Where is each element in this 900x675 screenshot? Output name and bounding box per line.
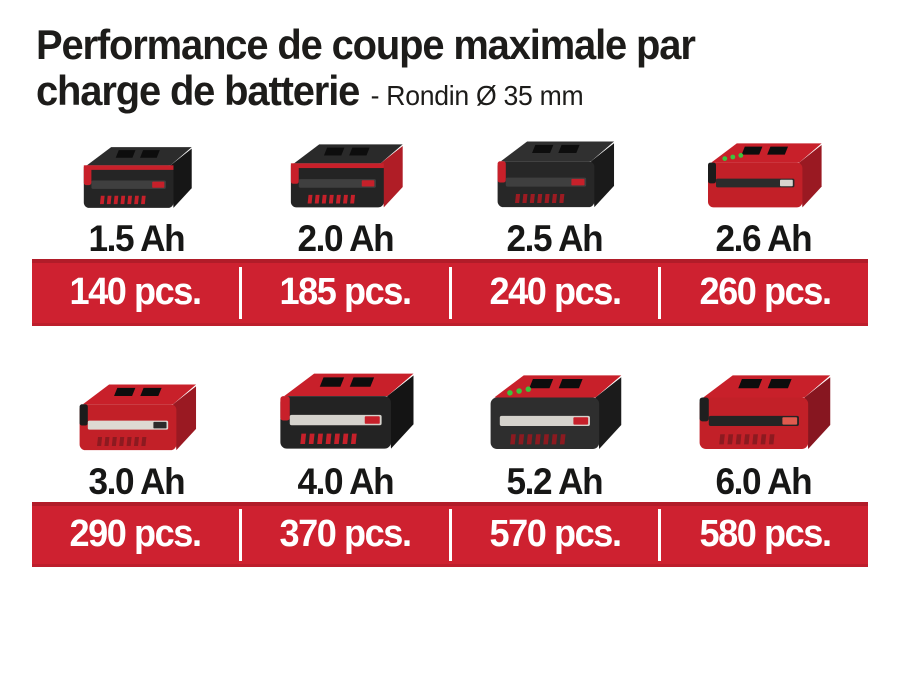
battery-icon xyxy=(690,368,838,460)
result-value: 570 pcs. xyxy=(489,513,622,555)
result-value: 290 pcs. xyxy=(69,513,203,555)
battery-image-wrap xyxy=(489,133,621,217)
battery-image-wrap xyxy=(481,366,629,460)
battery-capacity-label: 3.0 Ah xyxy=(88,461,186,502)
battery-image-wrap xyxy=(690,366,838,460)
result-value: 370 pcs. xyxy=(279,513,413,555)
battery-icon xyxy=(283,138,409,217)
page-subtitle: - Rondin Ø 35 mm xyxy=(370,80,584,111)
battery-icon xyxy=(271,366,421,460)
battery-cell-2-5ah: 2.5 Ah xyxy=(450,133,659,259)
result-cell: 260 pcs. xyxy=(661,271,868,314)
battery-image-wrap xyxy=(71,366,203,460)
battery-cell-6-0ah: 6.0 Ah xyxy=(659,366,868,502)
page-title-line2-text: charge de batterie xyxy=(36,67,360,114)
result-cell: 185 pcs. xyxy=(242,271,449,314)
results-band-2: 290 pcs. 370 pcs. 570 pcs. 580 pcs. xyxy=(32,502,868,567)
battery-capacity-label: 1.5 Ah xyxy=(88,218,186,259)
battery-icon xyxy=(700,137,828,217)
battery-capacity-label: 2.6 Ah xyxy=(715,218,813,259)
band-divider xyxy=(238,266,242,319)
battery-image-wrap xyxy=(76,133,198,217)
battery-row-2: 3.0 Ah 4.0 Ah 5.2 Ah 6.0 Ah xyxy=(32,366,868,502)
battery-capacity-label: 4.0 Ah xyxy=(297,461,395,502)
band-divider xyxy=(238,508,242,561)
result-cell: 290 pcs. xyxy=(32,513,239,556)
results-band-1: 140 pcs. 185 pcs. 240 pcs. 260 pcs. xyxy=(32,259,868,326)
battery-image-wrap xyxy=(283,133,409,217)
battery-cell-4-0ah: 4.0 Ah xyxy=(241,366,450,502)
battery-icon xyxy=(76,141,198,217)
battery-row-1: 1.5 Ah 2.0 Ah 2.5 Ah 2.6 Ah xyxy=(32,133,868,259)
result-cell: 140 pcs. xyxy=(32,271,239,314)
band-divider xyxy=(658,508,662,561)
battery-image-wrap xyxy=(271,366,421,460)
battery-cell-2-6ah: 2.6 Ah xyxy=(659,133,868,259)
battery-cell-5-2ah: 5.2 Ah xyxy=(450,366,659,502)
battery-capacity-label: 2.5 Ah xyxy=(506,218,604,259)
result-cell: 570 pcs. xyxy=(452,513,659,556)
result-value: 140 pcs. xyxy=(69,271,203,313)
battery-icon xyxy=(71,378,203,460)
battery-cell-2-0ah: 2.0 Ah xyxy=(241,133,450,259)
page-title-line2: charge de batterie - Rondin Ø 35 mm xyxy=(36,68,828,119)
result-value: 240 pcs. xyxy=(489,271,622,313)
battery-image-wrap xyxy=(700,133,828,217)
result-value: 185 pcs. xyxy=(279,271,413,313)
header: Performance de coupe maximale par charge… xyxy=(0,0,900,119)
band-divider xyxy=(448,508,452,561)
battery-capacity-label: 5.2 Ah xyxy=(506,461,604,502)
band-divider xyxy=(448,266,452,319)
battery-capacity-label: 2.0 Ah xyxy=(297,218,395,259)
battery-capacity-label: 6.0 Ah xyxy=(715,461,813,502)
result-value: 260 pcs. xyxy=(699,271,832,313)
battery-icon xyxy=(489,135,621,217)
result-cell: 240 pcs. xyxy=(452,271,659,314)
result-cell: 370 pcs. xyxy=(242,513,449,556)
page-title-line1: Performance de coupe maximale par xyxy=(36,21,696,68)
band-divider xyxy=(658,266,662,319)
result-cell: 580 pcs. xyxy=(661,513,868,556)
battery-cell-1-5ah: 1.5 Ah xyxy=(32,133,241,259)
battery-cell-3-0ah: 3.0 Ah xyxy=(32,366,241,502)
result-value: 580 pcs. xyxy=(699,513,832,555)
battery-icon xyxy=(481,368,629,460)
